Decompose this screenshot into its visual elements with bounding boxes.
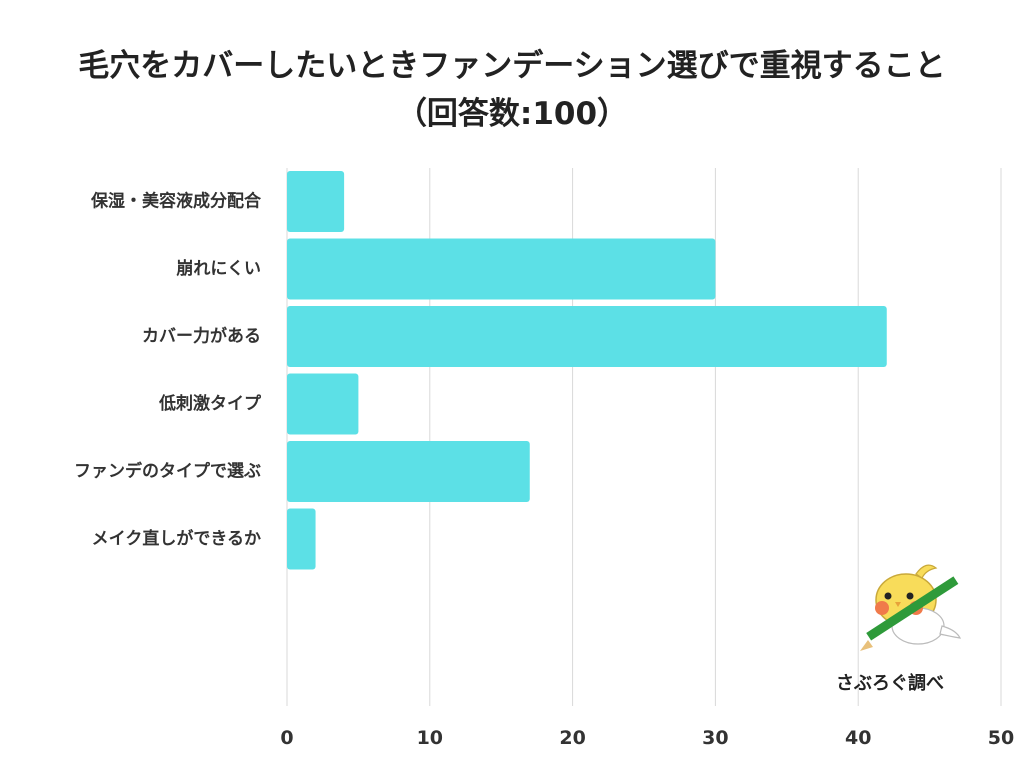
chart-subtitle: （回答数:100） [395,96,629,132]
chart-title: 毛穴をカバーしたいときファンデーション選びで重視すること [78,48,946,84]
bar [287,441,530,502]
x-tick-label: 0 [280,727,293,749]
bar [287,508,316,570]
x-tick-label: 20 [559,727,585,749]
bar [287,171,345,232]
category-label: 崩れにくい [176,258,261,279]
source-credit: さぶろぐ調べ [836,673,944,694]
bar [287,306,887,367]
category-label: ファンデのタイプで選ぶ [74,461,261,482]
x-tick-label: 30 [702,727,728,749]
x-tick-label: 40 [845,727,871,749]
category-label: 低刺激タイプ [158,393,262,414]
category-label: メイク直しができるか [92,528,261,549]
category-label: 保湿・美容液成分配合 [90,191,262,212]
bird-with-pencil-icon [860,564,962,651]
category-label: カバー力がある [142,326,261,347]
bar [287,373,359,435]
x-tick-label: 10 [417,727,443,749]
bar [287,238,716,300]
x-tick-label: 50 [988,727,1014,749]
